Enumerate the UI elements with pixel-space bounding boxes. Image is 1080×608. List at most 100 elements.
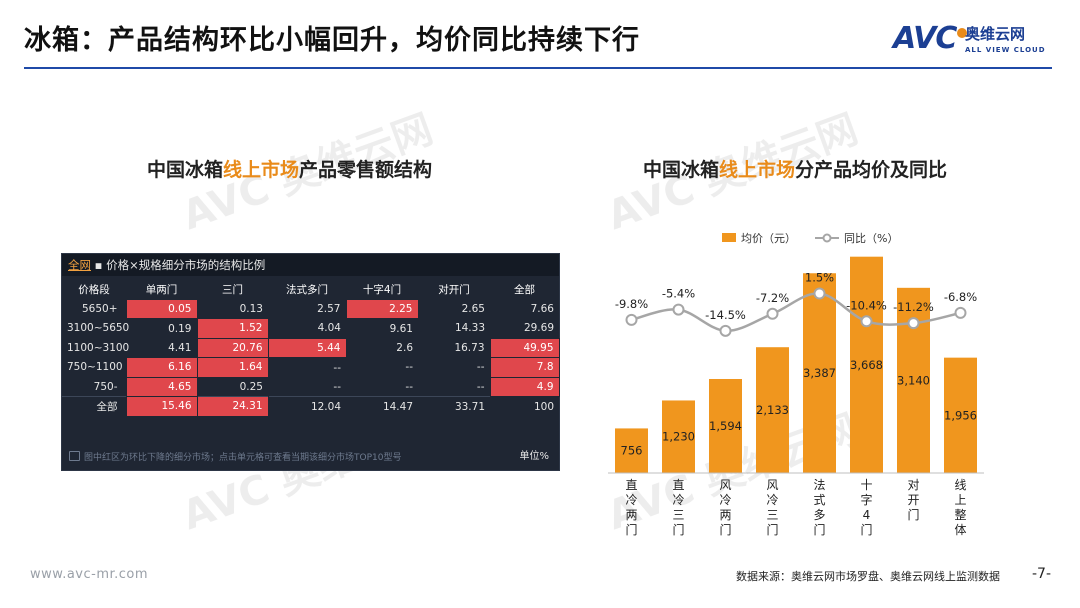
table-cell[interactable]: 20.76 <box>196 337 269 358</box>
table-cell[interactable]: 4.9 <box>489 376 560 397</box>
column-header: 三门 <box>222 284 243 296</box>
logo-cn-text: 奥维云网 <box>965 25 1026 43</box>
bar-value-label: 3,387 <box>803 366 836 380</box>
table-cell[interactable]: 2.65 <box>461 302 485 315</box>
table-cell[interactable]: 7.8 <box>489 357 560 378</box>
table-cell[interactable]: 33.71 <box>418 396 490 416</box>
table-cell[interactable]: 16.73 <box>454 341 485 354</box>
table-cell[interactable]: 14.47 <box>346 396 418 416</box>
structure-matrix: 价格段 单两门 三门 法式多门 十字4门 对开门 全部 5650+ 0.05 0.13 2.57 2… <box>62 280 560 417</box>
table-row: 750- 4.65 0.25 -- -- -- 4.9 <box>62 376 560 397</box>
scope-tab[interactable]: 全网 <box>68 258 91 272</box>
category-label: 风冷两门 <box>719 478 731 537</box>
table-cell[interactable]: 5.44 <box>267 337 347 358</box>
table-cell[interactable]: 100 <box>490 396 559 416</box>
yoy-value-label: -11.2% <box>893 300 934 314</box>
table-cell[interactable]: 0.25 <box>239 380 263 393</box>
table-cell[interactable]: -- <box>405 380 413 393</box>
table-cell[interactable]: -- <box>476 361 485 374</box>
yoy-value-label: -6.8% <box>944 290 977 304</box>
table-cell[interactable]: 0.19 <box>168 322 192 335</box>
yoy-point <box>766 307 779 320</box>
bar-value-label: 2,133 <box>756 403 789 417</box>
category-label: 直冷三门 <box>672 478 684 537</box>
yoy-point <box>672 303 685 316</box>
category-label: 直冷两门 <box>625 478 637 537</box>
legend-label: 同比（%） <box>844 232 898 245</box>
table-cell[interactable]: 14.33 <box>454 322 485 335</box>
footer-url: www.avc-mr.com <box>30 567 149 582</box>
table-cell[interactable]: -- <box>405 361 413 374</box>
left-section-title: 中国冰箱线上市场产品零售额结构 <box>147 159 433 181</box>
bar-value-label: 3,668 <box>850 358 883 372</box>
column-header: 对开门 <box>438 284 470 296</box>
table-cell[interactable]: 2.6 <box>396 341 413 354</box>
table-cell[interactable]: 9.61 <box>389 322 413 335</box>
category-label: 风冷三门 <box>766 478 778 537</box>
table-cell[interactable]: 0.05 <box>125 298 198 319</box>
table-cell[interactable]: 2.25 <box>345 298 419 319</box>
bar <box>662 400 695 473</box>
bar <box>944 357 977 473</box>
bar <box>803 273 836 473</box>
bar-value-label: 3,140 <box>897 373 930 387</box>
yoy-point <box>719 324 732 337</box>
table-cell[interactable]: 49.95 <box>489 337 560 358</box>
legend-swatch-bar <box>722 233 736 242</box>
table-cell[interactable]: 1.52 <box>196 318 269 339</box>
table-cell[interactable]: 6.16 <box>125 357 198 378</box>
category-label: 十字 4 门 <box>860 478 872 537</box>
legend-label: 均价（元） <box>741 232 796 245</box>
table-cell[interactable]: 15.46 <box>125 396 198 417</box>
yoy-point <box>625 313 638 326</box>
yoy-value-label: -5.4% <box>662 287 695 301</box>
row-label: 750- <box>93 380 118 393</box>
column-header: 法式多门 <box>286 284 328 296</box>
yoy-point <box>954 306 967 319</box>
bar-value-label: 756 <box>621 444 643 458</box>
bar <box>850 256 883 473</box>
column-header: 全部 <box>514 284 535 296</box>
right-section-title: 中国冰箱线上市场分产品均价及同比 <box>643 159 948 181</box>
row-label: 750~1100 <box>67 361 123 374</box>
category-label: 对开门 <box>907 478 919 522</box>
panel-header: 全网 ▪ 价格×规格细分市场的结构比例 <box>62 254 559 276</box>
table-row: 全部 15.46 24.31 12.04 14.47 33.71 100 <box>62 396 559 417</box>
column-header: 价格段 <box>78 284 110 296</box>
table-cell[interactable]: -- <box>333 361 341 374</box>
table-cell[interactable]: 4.04 <box>317 322 341 334</box>
table-cell[interactable]: -- <box>476 380 485 393</box>
table-cell[interactable]: 7.66 <box>530 302 554 315</box>
table-row: 3100~5650 0.19 1.52 4.04 9.61 14.33 29.69 <box>62 318 559 339</box>
yoy-point <box>860 315 873 328</box>
bar-value-label: 1,230 <box>662 430 695 444</box>
table-cell[interactable]: -- <box>333 380 341 393</box>
table-cell[interactable]: 1.64 <box>196 357 269 378</box>
table-row: 5650+ 0.05 0.13 2.57 2.25 2.65 7.66 <box>62 298 559 319</box>
table-cell[interactable]: 29.69 <box>523 322 554 334</box>
page-number: -7- <box>1032 566 1052 582</box>
panel-caption: ▪ 价格×规格细分市场的结构比例 <box>94 258 266 272</box>
yoy-value-label: -14.5% <box>705 308 746 322</box>
bar-value-label: 1,594 <box>709 419 742 433</box>
table-row: 750~1100 6.16 1.64 -- -- -- 7.8 <box>62 357 560 378</box>
table-cell[interactable]: 2.57 <box>317 302 341 315</box>
price-chart: 均价（元） 同比（%） 756 1,230 1,594 2,133 3,387 3,668 3,… <box>608 232 984 537</box>
bar <box>756 347 789 473</box>
column-header: 十字4门 <box>362 283 402 296</box>
yoy-value-label: -9.8% <box>615 297 648 311</box>
logo-en-text: ALL VIEW CLOUD <box>965 46 1046 54</box>
structure-table-panel: 全网 ▪ 价格×规格细分市场的结构比例 价格段 单两门 三门 法式多门 十字4门 对开门全… <box>61 253 560 471</box>
table-cell[interactable]: 0.13 <box>239 302 263 315</box>
yoy-point <box>907 317 920 330</box>
avc-logo: AVC 奥维云网 ALL VIEW CLOUD <box>893 24 1053 60</box>
category-label: 线上整体 <box>954 478 966 537</box>
legend-marker <box>822 233 832 243</box>
table-cell[interactable]: 12.04 <box>268 396 346 416</box>
table-cell[interactable]: 24.31 <box>196 396 269 417</box>
logo-mark: AVC <box>893 24 968 54</box>
data-source: 数据来源：奥维云网市场罗盘、奥维云网线上监测数据 <box>736 570 1000 583</box>
bar <box>615 428 648 473</box>
table-cell[interactable]: 4.65 <box>125 376 198 397</box>
table-cell[interactable]: 4.41 <box>168 341 192 354</box>
